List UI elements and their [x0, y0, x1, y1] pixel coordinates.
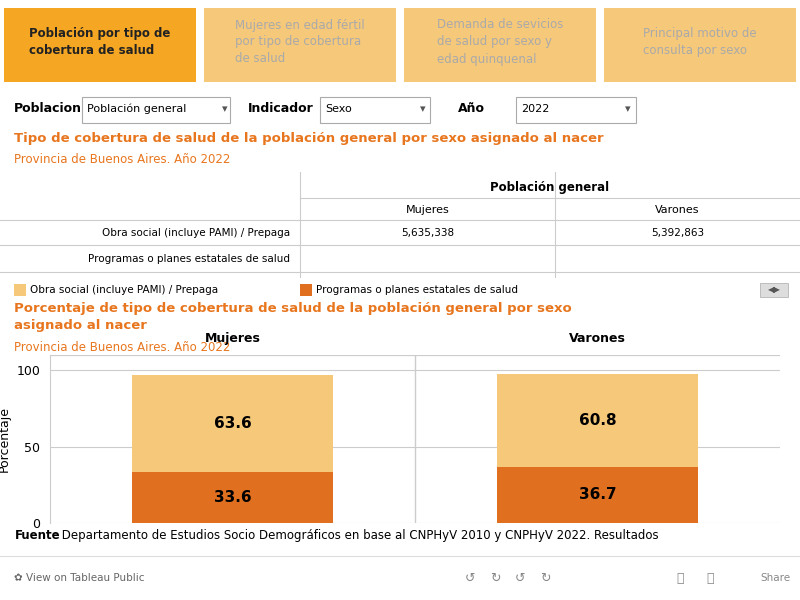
Text: : Departamento de Estudios Socio Demográficos en base al CNPHyV 2010 y CNPHyV 20: : Departamento de Estudios Socio Demográ… — [54, 529, 659, 542]
Text: 36.7: 36.7 — [578, 487, 616, 502]
Text: ◀▶: ◀▶ — [767, 286, 781, 295]
Bar — [14, 284, 26, 296]
Text: ▾: ▾ — [625, 104, 630, 114]
FancyBboxPatch shape — [516, 97, 636, 123]
Bar — [132, 374, 333, 472]
Text: Fuente: Fuente — [14, 529, 60, 542]
Text: Demanda de sevicios
de salud por sexo y
edad quinquenal: Demanda de sevicios de salud por sexo y … — [437, 19, 563, 65]
Text: Población general: Población general — [87, 104, 186, 114]
Bar — [404, 8, 596, 82]
Text: Mujeres en edad fértil
por tipo de cobertura
de salud: Mujeres en edad fértil por tipo de cober… — [235, 19, 365, 65]
Bar — [4, 8, 196, 82]
Text: ⬜: ⬜ — [706, 571, 714, 584]
Bar — [604, 8, 796, 82]
Text: Obra social (incluye PAMI) / Prepaga: Obra social (incluye PAMI) / Prepaga — [30, 285, 218, 295]
Text: ✿ View on Tableau Public: ✿ View on Tableau Public — [14, 573, 145, 583]
FancyBboxPatch shape — [82, 97, 230, 123]
Bar — [497, 467, 698, 523]
Text: Principal motivo de
consulta por sexo: Principal motivo de consulta por sexo — [643, 27, 757, 57]
Text: ↺: ↺ — [514, 571, 526, 584]
Text: Provincia de Buenos Aires. Año 2022: Provincia de Buenos Aires. Año 2022 — [14, 341, 230, 353]
Text: Share: Share — [760, 573, 790, 583]
Text: ↻: ↻ — [540, 571, 550, 584]
Text: 2022: 2022 — [521, 104, 550, 114]
Text: Año: Año — [458, 103, 485, 115]
Text: Programas o planes estatales de salud: Programas o planes estatales de salud — [316, 285, 518, 295]
Text: Población por tipo de
cobertura de salud: Población por tipo de cobertura de salud — [30, 27, 170, 57]
Text: Mujeres: Mujeres — [205, 332, 261, 345]
Text: Tipo de cobertura de salud de la población general por sexo asignado al nacer: Tipo de cobertura de salud de la poblaci… — [14, 132, 604, 145]
Bar — [300, 284, 312, 296]
Text: Programas o planes estatales de salud: Programas o planes estatales de salud — [88, 254, 290, 264]
Text: Porcentaje de tipo de cobertura de salud de la población general por sexo
asigna: Porcentaje de tipo de cobertura de salud… — [14, 302, 572, 332]
Text: ▾: ▾ — [222, 104, 228, 114]
Bar — [497, 374, 698, 467]
Bar — [204, 8, 396, 82]
Bar — [132, 472, 333, 523]
Text: ↺: ↺ — [465, 571, 475, 584]
Text: 5,635,338: 5,635,338 — [401, 228, 454, 238]
Text: 5,392,863: 5,392,863 — [651, 228, 704, 238]
Y-axis label: Porcentaje: Porcentaje — [0, 406, 11, 472]
Text: Indicador: Indicador — [248, 103, 314, 115]
Text: Provincia de Buenos Aires. Año 2022: Provincia de Buenos Aires. Año 2022 — [14, 153, 230, 166]
Text: 63.6: 63.6 — [214, 416, 251, 431]
Text: 60.8: 60.8 — [578, 413, 616, 428]
Text: ⬜: ⬜ — [676, 571, 684, 584]
Text: Sexo: Sexo — [325, 104, 352, 114]
Bar — [760, 283, 788, 297]
Text: Varones: Varones — [655, 205, 700, 215]
FancyBboxPatch shape — [320, 97, 430, 123]
Text: ↻: ↻ — [490, 571, 500, 584]
Text: Obra social (incluye PAMI) / Prepaga: Obra social (incluye PAMI) / Prepaga — [102, 228, 290, 238]
Text: Poblacion: Poblacion — [14, 103, 82, 115]
Text: 33.6: 33.6 — [214, 490, 251, 505]
Text: Población general: Población general — [490, 181, 610, 193]
Text: Varones: Varones — [569, 332, 626, 345]
Text: ▾: ▾ — [420, 104, 426, 114]
Text: Mujeres: Mujeres — [406, 205, 450, 215]
